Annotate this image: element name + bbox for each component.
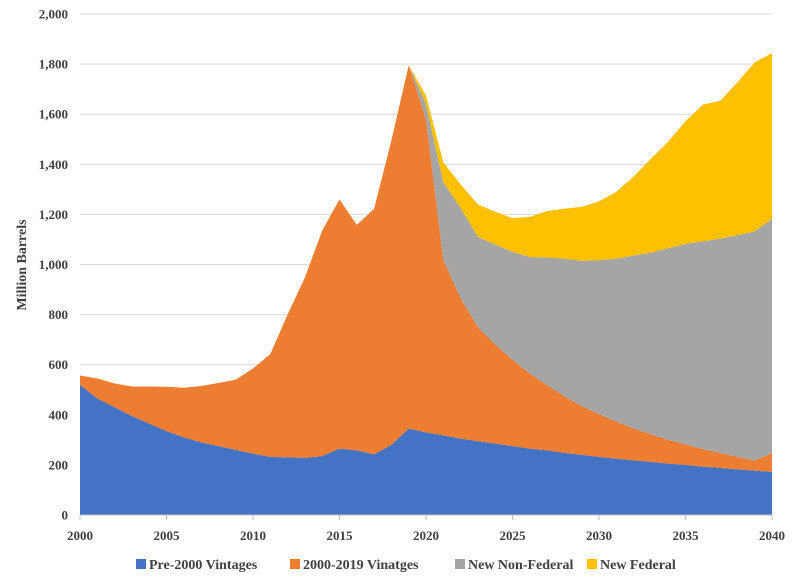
legend-swatch-2000-2019-vinatges	[290, 559, 300, 569]
y-tick-label-800: 800	[49, 307, 69, 322]
legend-swatch-new-federal	[587, 559, 597, 569]
x-tick-label-2030: 2030	[586, 528, 612, 543]
legend-label-new-federal: New Federal	[600, 558, 676, 573]
y-tick-label-0: 0	[62, 508, 69, 523]
y-tick-labels: 0 200 400 600 800 1,000 1,200 1,400 1,600 1,800 2,…	[39, 7, 68, 523]
x-tick-label-2005: 2005	[154, 528, 181, 543]
y-tick-label-1000: 1,000	[39, 257, 68, 272]
area-2000-2019-vinatges	[80, 65, 772, 472]
area-pre-2000-vintages	[80, 384, 772, 515]
legend-label-2000-2019-vinatges: 2000-2019 Vinatges	[303, 558, 419, 573]
y-tick-label-200: 200	[49, 457, 69, 472]
y-tick-label-2000: 2,000	[39, 7, 68, 22]
y-tick-label-400: 400	[49, 407, 69, 422]
x-tick-label-2040: 2040	[759, 528, 785, 543]
y-tick-label-1400: 1,400	[39, 157, 68, 172]
y-tick-label-1200: 1,200	[39, 207, 68, 222]
area-new-federal	[80, 53, 772, 388]
x-tick-label-2025: 2025	[500, 528, 527, 543]
x-tick-label-2035: 2035	[673, 528, 700, 543]
y-tick-label-1600: 1,600	[39, 107, 68, 122]
y-tick-label-600: 600	[49, 357, 69, 372]
axes	[79, 514, 773, 520]
legend-swatch-pre-2000-vintages	[136, 559, 146, 569]
legend-label-new-non-federal: New Non-Federal	[468, 558, 573, 573]
x-tick-label-2020: 2020	[413, 528, 439, 543]
legend: Pre-2000 Vintages 2000-2019 Vinatges New N…	[136, 558, 676, 573]
x-tick-label-2010: 2010	[240, 528, 266, 543]
legend-swatch-new-non-federal	[455, 559, 465, 569]
area-new-non-federal	[80, 65, 772, 461]
x-tick-label-2015: 2015	[327, 528, 354, 543]
stacked-areas	[80, 53, 772, 515]
y-tick-label-1800: 1,800	[39, 57, 68, 72]
x-tick-labels: 2000 2005 2010 2015 2020 2025 2030 2035 2040	[67, 528, 785, 543]
x-tick-label-2000: 2000	[67, 528, 93, 543]
y-axis-label: Million Barrels	[15, 219, 30, 311]
legend-label-pre-2000-vintages: Pre-2000 Vintages	[149, 558, 258, 573]
